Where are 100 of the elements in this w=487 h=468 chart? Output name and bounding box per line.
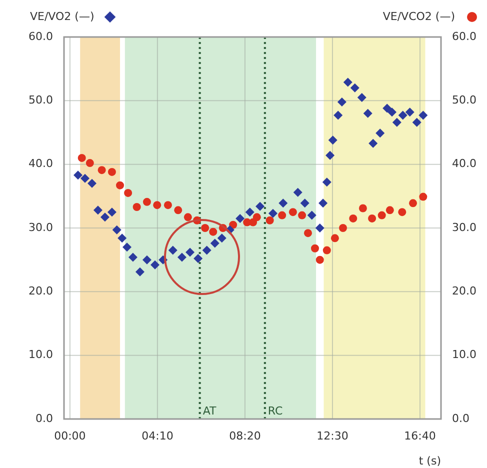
point [318,198,328,208]
y-tick-label: 40.0 [28,157,53,170]
y-tick-label: 30.0 [28,220,53,234]
point [382,104,392,113]
x-tick-label: 12:30 [316,429,348,442]
point [307,210,316,220]
point [153,201,162,210]
point [328,136,338,145]
point [194,254,203,264]
point [330,234,339,242]
x-tick-label: 00:00 [54,429,86,442]
point [202,246,212,255]
point [398,110,408,120]
point [298,211,306,220]
point [278,211,286,220]
point [349,214,358,222]
point [398,208,406,216]
point [164,201,172,210]
point [74,170,82,180]
point [142,255,152,264]
point [387,108,396,117]
point [78,154,86,162]
point [108,168,116,176]
point [209,228,218,236]
point [122,242,132,252]
point [408,199,417,208]
point [86,159,94,168]
point [236,214,245,223]
legend-label: VE/VCO2 (—) [382,10,455,23]
point [310,244,319,252]
y2-tick-label: 50.0 [452,94,476,107]
point [266,216,274,224]
point [80,174,90,183]
y-tick-label: 20.0 [28,284,53,298]
point [217,234,226,243]
point [93,206,102,215]
point [392,118,402,127]
legend-label: VE/VO2 (—) [30,10,94,23]
point [201,224,210,232]
point [322,178,332,187]
point [412,118,422,127]
y2-tick-label: 60.0 [452,30,476,43]
ref-line-label: AT [202,404,216,418]
point [124,188,132,197]
point [116,181,124,190]
point [368,214,376,222]
point [88,178,97,188]
point [288,208,297,216]
point [118,234,127,243]
point [174,206,182,214]
point [358,204,367,212]
point [304,229,312,238]
point [338,224,347,232]
point [184,213,192,222]
point [186,248,195,257]
point [142,198,151,206]
point [343,78,352,87]
point [100,212,110,222]
y2-tick-label: 0.0 [452,412,470,425]
x-axis-title: t (s) [418,454,441,468]
point [386,206,394,214]
point [150,260,160,270]
x-tick-label: 08:20 [229,429,261,442]
point [132,202,141,211]
y-tick-label: 60.0 [28,30,53,43]
y-tick-label: 10.0 [28,348,53,362]
point [378,211,386,220]
point [419,192,428,201]
point [278,198,288,208]
point [368,138,378,148]
point [128,252,138,262]
y2-tick-label: 40.0 [452,157,476,170]
point [135,267,144,276]
point [334,110,343,120]
point [256,202,265,211]
x-tick-label: 16:40 [404,429,436,442]
point [405,108,414,117]
point [210,238,220,248]
point [350,83,360,92]
point [315,224,324,232]
point [376,128,385,138]
point [168,246,178,255]
point [268,208,278,218]
point [326,150,335,160]
x-tick-label: 04:10 [142,429,174,442]
y2-tick-label: 20.0 [452,284,476,298]
point [107,208,116,217]
point [418,110,428,120]
point [177,252,186,262]
y2-tick-label: 10.0 [452,348,476,362]
y-tick-label: 0.0 [36,412,53,425]
point [363,108,372,118]
point [337,97,346,106]
point [300,198,310,208]
point [252,213,261,222]
y2-tick-label: 30.0 [452,220,476,234]
point [293,188,302,197]
ref-line-label: RC [268,404,284,418]
point [322,246,331,254]
point [357,92,366,102]
